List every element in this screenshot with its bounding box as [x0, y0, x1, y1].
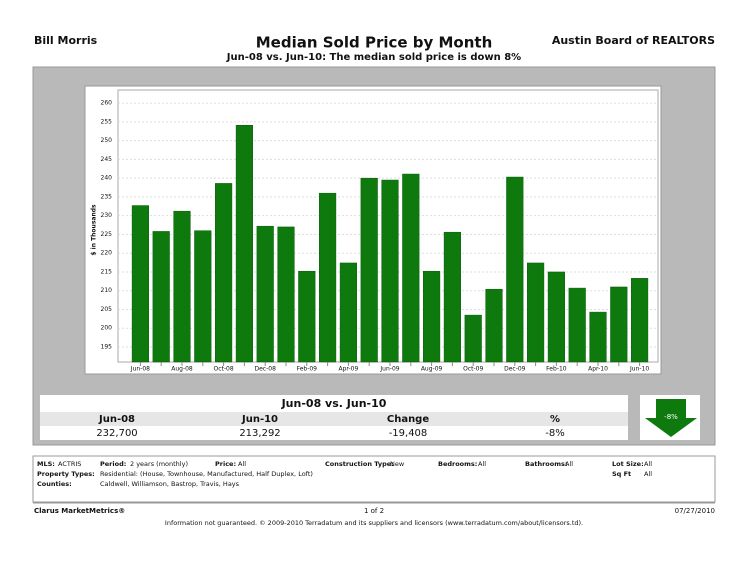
y-tick-label: 230: [101, 212, 113, 219]
bar: [589, 311, 607, 363]
bar: [339, 262, 357, 363]
summary-header: %: [550, 414, 560, 425]
bar: [610, 286, 628, 363]
y-axis-label: $ in Thousands: [91, 204, 98, 256]
bar: [298, 270, 316, 363]
down-arrow: [645, 399, 697, 437]
x-tick-label: Jun-09: [379, 366, 399, 373]
bar: [173, 210, 191, 363]
x-tick-label: Dec-08: [254, 366, 276, 373]
criteria-label: MLS:: [37, 460, 55, 468]
y-tick-label: 220: [101, 250, 113, 257]
bar: [443, 231, 461, 363]
bar: [423, 270, 441, 363]
board-name: Austin Board of REALTORS: [552, 34, 715, 47]
y-tick-label: 260: [101, 100, 113, 107]
y-tick-label: 255: [101, 118, 113, 125]
bar: [485, 288, 503, 363]
criteria-value: All: [644, 460, 652, 468]
report-title: Median Sold Price by Month: [256, 34, 493, 52]
y-tick-label: 205: [101, 306, 113, 313]
criteria-value: ACTRIS: [58, 460, 81, 468]
agent-name: Bill Morris: [34, 34, 98, 47]
x-tick-label: Jun-10: [629, 366, 649, 373]
footer-brand: Clarus MarketMetrics®: [34, 507, 125, 515]
summary-table: Jun-08 232,700 Jun-10 213,292 Change -19,408%…: [96, 414, 564, 439]
page-number: 1 of 2: [364, 507, 384, 515]
criteria-value: All: [644, 470, 652, 478]
criteria-value: Caldwell, Williamson, Bastrop, Travis, H…: [100, 480, 240, 488]
disclaimer: Information not guaranteed. © 2009-2010 …: [165, 519, 583, 527]
x-tick-label: Dec-09: [504, 366, 526, 373]
summary-value: -19,408: [389, 428, 428, 439]
bar: [631, 278, 649, 363]
bar: [568, 287, 586, 363]
y-tick-label: 210: [101, 287, 113, 294]
criteria-label: Sq Ft: [612, 470, 631, 478]
y-tick-label: 200: [101, 325, 113, 332]
criteria-label: Bathrooms:: [525, 460, 567, 468]
plot: 195 200 205 210 215 220 225 230 235 240 245 250 255 2…: [101, 100, 658, 373]
summary-header: Jun-08: [98, 414, 135, 425]
criteria-label: Counties:: [37, 480, 72, 488]
bar: [131, 205, 149, 363]
criteria-value: New: [390, 460, 405, 468]
bar: [256, 225, 274, 363]
criteria-value: All: [478, 460, 486, 468]
criteria-box: [32, 455, 716, 503]
x-tick-label: Oct-08: [214, 366, 234, 373]
y-tick-label: 245: [101, 156, 113, 163]
y-tick-label: 240: [101, 175, 113, 182]
bar: [319, 192, 337, 363]
x-tick-label: Feb-10: [546, 366, 567, 373]
bar: [194, 230, 212, 363]
report-subtitle: Jun-08 vs. Jun-10: The median sold price…: [226, 52, 521, 63]
y-tick-label: 250: [101, 137, 113, 144]
criteria-value: All: [238, 460, 246, 468]
x-tick-label: Feb-09: [297, 366, 318, 373]
bar: [527, 262, 545, 363]
y-tick-label: 235: [101, 193, 113, 200]
summary-value: 232,700: [96, 428, 137, 439]
bar: [464, 314, 482, 363]
bar: [506, 176, 524, 363]
bar: [360, 177, 378, 363]
criteria-label: Lot Size:: [612, 460, 644, 468]
report-date: 07/27/2010: [675, 507, 715, 515]
summary-header: Change: [387, 414, 429, 425]
summary-header: Jun-10: [241, 414, 278, 425]
x-tick-label: Apr-10: [588, 366, 608, 373]
bar: [235, 125, 253, 363]
y-tick-label: 225: [101, 231, 113, 238]
criteria-label: Construction Type:: [325, 460, 394, 468]
summary-header-row: [40, 412, 628, 426]
x-tick-label: Apr-09: [339, 366, 359, 373]
summary-value: -8%: [545, 428, 564, 439]
bar: [277, 226, 295, 363]
x-tick-label: Oct-09: [463, 366, 483, 373]
x-tick-label: Aug-09: [421, 366, 443, 373]
x-tick-label: Jun-08: [130, 366, 150, 373]
bar: [402, 173, 420, 363]
y-tick-label: 195: [101, 343, 113, 350]
x-tick-label: Aug-08: [171, 366, 193, 373]
criteria: MLS: ACTRIS Period: 2 years (monthly) Price:…: [37, 460, 652, 488]
criteria-label: Bedrooms:: [438, 460, 477, 468]
criteria-value: 2 years (monthly): [130, 460, 188, 468]
criteria-value: Residential: (House, Townhouse, Manufact…: [100, 470, 313, 478]
bar: [381, 179, 399, 363]
bar: [152, 231, 170, 363]
criteria-label: Price:: [215, 460, 236, 468]
bar: [547, 271, 565, 363]
criteria-label: Property Types:: [37, 470, 95, 478]
summary-value: 213,292: [239, 428, 280, 439]
summary-title: Jun-08 vs. Jun-10: [281, 397, 387, 410]
y-tick-label: 215: [101, 268, 113, 275]
criteria-label: Period:: [100, 460, 126, 468]
criteria-value: All: [565, 460, 573, 468]
bar: [215, 183, 233, 363]
badge-text: -8%: [664, 413, 678, 421]
